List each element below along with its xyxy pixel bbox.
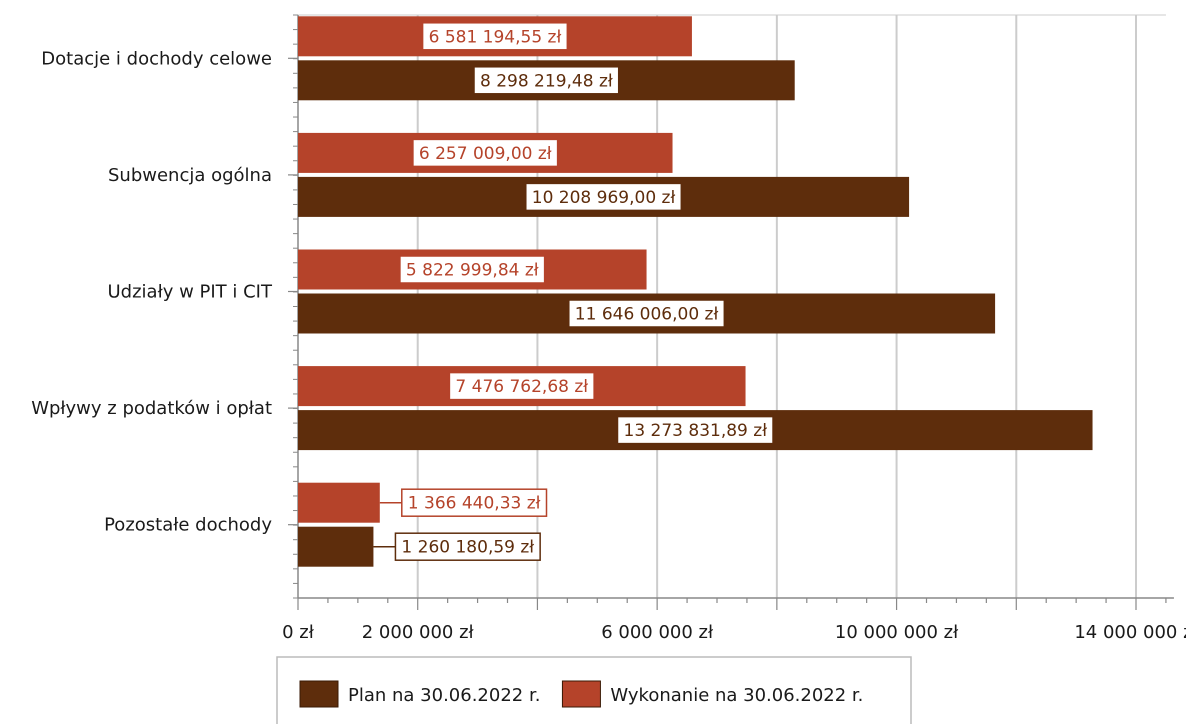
bar	[298, 482, 380, 523]
data-label: 7 476 762,68 zł	[455, 377, 588, 397]
legend-label: Wykonanie na 30.06.2022 r.	[610, 685, 863, 706]
data-label-box	[473, 66, 620, 95]
data-label-box	[568, 299, 726, 328]
data-label-box	[412, 138, 559, 168]
x-tick-label: 2 000 000 zł	[362, 622, 475, 643]
data-label-box	[525, 182, 683, 212]
category-label: Wpływy z podatków i opłat	[31, 398, 272, 419]
data-label-box	[421, 22, 569, 51]
data-label-box	[448, 371, 595, 401]
data-label: 6 581 194,55 zł	[429, 27, 562, 47]
bar	[298, 526, 374, 567]
category-label: Pozostałe dochody	[104, 515, 272, 536]
data-label-box	[616, 415, 774, 445]
legend-label: Plan na 30.06.2022 r.	[348, 685, 540, 706]
data-label: 1 366 440,33 zł	[408, 494, 541, 514]
legend-swatch	[561, 680, 601, 708]
data-label-box	[394, 532, 541, 561]
data-labels: 6 581 194,55 zł 8 298 219,48 zł 6 257 009,…	[373, 22, 774, 561]
x-tick-label: 6 000 000 zł	[601, 622, 714, 643]
data-label: 1 260 180,59 zł	[401, 538, 534, 558]
data-label: 6 257 009,00 zł	[419, 144, 552, 164]
data-label: 5 822 999,84 zł	[406, 261, 539, 281]
category-label: Subwencja ogólna	[108, 165, 272, 186]
data-label: 11 646 006,00 zł	[575, 305, 719, 325]
x-tick-label: 10 000 000 zł	[835, 622, 959, 643]
category-label: Udziały w PIT i CIT	[108, 282, 273, 303]
data-label: 8 298 219,48 zł	[480, 71, 613, 91]
x-tick-label: 0 zł	[282, 622, 315, 643]
data-label-box	[401, 488, 548, 517]
legend-swatch	[299, 680, 339, 708]
x-tick-label: 14 000 000 zł	[1074, 622, 1186, 643]
data-label: 13 273 831,89 zł	[624, 421, 768, 441]
legend: Plan na 30.06.2022 r. Wykonanie na 30.06.…	[276, 656, 912, 724]
category-label: Dotacje i dochody celowe	[41, 48, 272, 69]
data-label: 10 208 969,00 zł	[532, 188, 676, 208]
axes: 0 zł 2 000 000 zł 6 000 000 zł 10 000 000 z…	[31, 14, 1186, 643]
data-label-box	[399, 255, 546, 284]
